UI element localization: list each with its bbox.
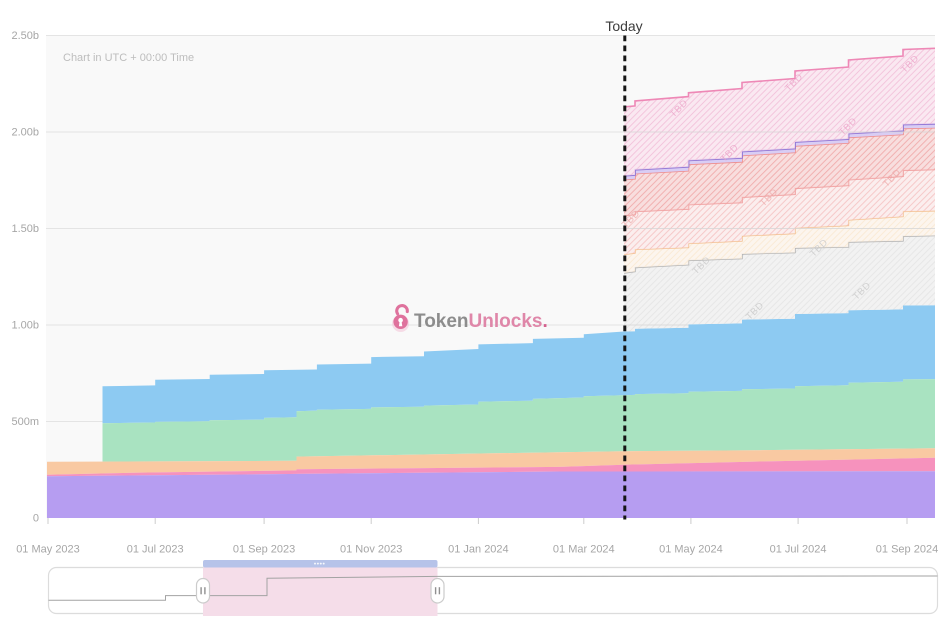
svg-text:01 Jul 2023: 01 Jul 2023 (127, 544, 184, 556)
svg-text:2.50b: 2.50b (11, 30, 39, 42)
svg-text:500m: 500m (11, 416, 39, 428)
svg-text:01 Sep 2023: 01 Sep 2023 (233, 544, 295, 556)
svg-text:01 Nov 2023: 01 Nov 2023 (340, 544, 402, 556)
svg-text:Chart in UTC + 00:00 Time: Chart in UTC + 00:00 Time (63, 52, 194, 64)
svg-text:01 Jul 2024: 01 Jul 2024 (770, 544, 827, 556)
svg-text:01 May 2024: 01 May 2024 (659, 544, 723, 556)
svg-text:TokenUnlocks.: TokenUnlocks. (414, 311, 548, 332)
svg-text:0: 0 (33, 513, 39, 525)
svg-text:01 Jan 2024: 01 Jan 2024 (448, 544, 509, 556)
svg-text:01 May 2023: 01 May 2023 (16, 544, 80, 556)
svg-text:Today: Today (605, 18, 642, 34)
svg-text:01 Sep 2024: 01 Sep 2024 (876, 544, 938, 556)
svg-text:1.50b: 1.50b (11, 223, 39, 235)
svg-text:01 Mar 2024: 01 Mar 2024 (553, 544, 615, 556)
svg-text:1.00b: 1.00b (11, 320, 39, 332)
svg-text:2.00b: 2.00b (11, 127, 39, 139)
